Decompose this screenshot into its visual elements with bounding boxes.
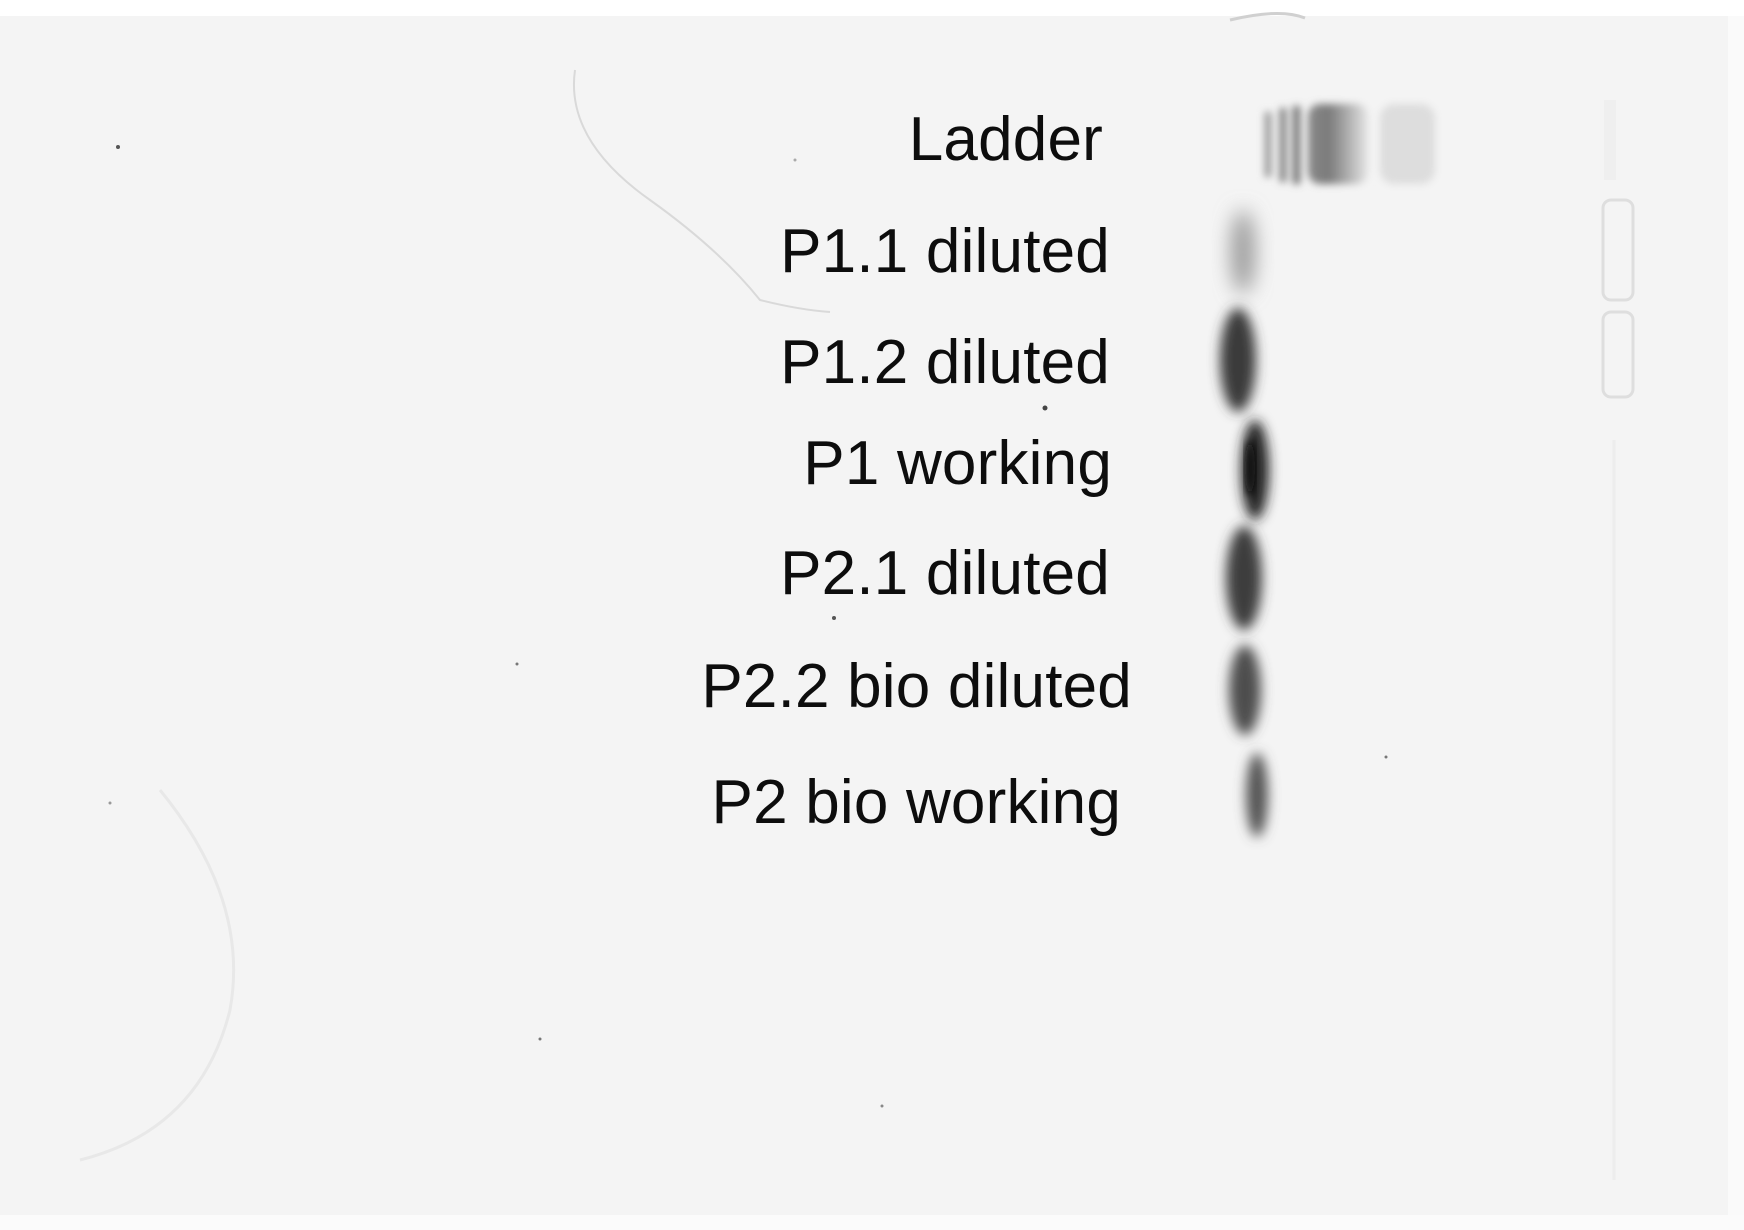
well-marks (1601, 100, 1635, 1180)
lane-label-p2-bio-working: P2 bio working (711, 768, 1121, 837)
lane-label-p2-1-diluted: P2.1 diluted (780, 539, 1110, 608)
ladder-bands (1265, 104, 1435, 184)
lane-label-p1-1-diluted: P1.1 diluted (780, 217, 1110, 286)
lane-label-p1-2-diluted: P1.2 diluted (780, 328, 1110, 397)
lane-label-p2-2-bio-diluted: P2.2 bio diluted (701, 652, 1132, 721)
sample-bands (1220, 210, 1269, 837)
lane-label-p1-working: P1 working (803, 429, 1112, 498)
lane-label-ladder: Ladder (908, 105, 1103, 174)
gel-background (0, 16, 1744, 1230)
